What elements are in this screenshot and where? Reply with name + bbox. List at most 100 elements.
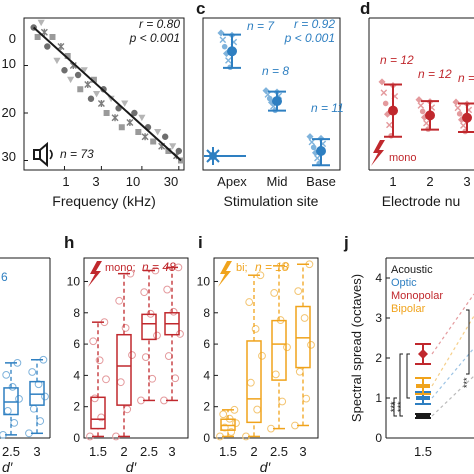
panel-b-point — [150, 138, 157, 145]
panel-h-letter: h — [64, 233, 74, 252]
panel-j-xtick-1-5: 1.5 — [414, 444, 432, 459]
panel-i-box — [246, 340, 262, 424]
panel-j-ytick-label: 0 — [375, 431, 382, 445]
panel-g-xtick-3: 3 — [33, 444, 40, 459]
panel-g-xtick-2-5: 2.5 — [2, 444, 20, 459]
panel-h-point — [148, 374, 157, 383]
panel-c-xtick-base: Base — [306, 174, 336, 189]
panel-c-marker — [310, 144, 317, 151]
panel-h-ytick-label: 8 — [73, 306, 80, 320]
panel-j-ylabel: Spectral spread (octaves) — [349, 274, 364, 422]
panel-c-n-mid: n = 8 — [262, 64, 289, 78]
panel-i-xtick-3: 3 — [299, 444, 306, 459]
panel-d-xtick-2: 2 — [426, 174, 433, 189]
panel-h-mono-label: mono; — [105, 262, 136, 274]
panel-h-point — [176, 330, 184, 338]
panel-i-point — [294, 287, 303, 296]
panel-h-point — [128, 351, 136, 359]
panel-h-point — [90, 394, 99, 403]
panel-i-point — [258, 351, 266, 360]
panel-c-marker — [217, 29, 225, 37]
panel-i-ytick-label: 10 — [197, 274, 211, 288]
panel-c-xlabel: Stimulation site — [224, 193, 319, 209]
panel-i-point — [251, 325, 260, 333]
panel-b-point — [57, 43, 65, 50]
panel-b-point — [121, 100, 129, 107]
panel-j-legend-bipolar: Bipolar — [391, 303, 426, 315]
panel-b-point — [67, 76, 75, 84]
panel-g-point — [36, 417, 45, 425]
panel-b-point — [90, 76, 97, 83]
panel-i-point — [270, 289, 279, 297]
panel-i-box — [220, 418, 236, 431]
panel-b-point — [161, 133, 169, 140]
panel-g: 6 2.5 3 d′ — [0, 257, 51, 474]
panel-g-partial-label: 6 — [1, 270, 8, 284]
panel-b-point — [175, 147, 183, 155]
panel-h-ytick-label: 10 — [67, 274, 81, 288]
panel-d-marker — [452, 98, 460, 106]
panel-d-n-1: n = 12 — [380, 53, 414, 67]
panel-h-point — [171, 374, 180, 383]
panel-g-box — [29, 380, 45, 406]
panel-j-sig-bracket — [399, 353, 403, 417]
panel-h-yticks: 0 2 4 6 8 10 — [67, 274, 88, 445]
panel-b-point — [49, 34, 56, 40]
panel-b-point — [37, 19, 45, 27]
panel-h-point — [163, 285, 172, 294]
panel-b: 0 10 20 30 r = 0.80 p < 0.001 n = 73 1 3… — [2, 17, 185, 209]
panel-j-mean — [416, 414, 430, 418]
panel-b-ytick-0: 0 — [9, 31, 16, 46]
panel-h-xtick-2-5: 2.5 — [140, 444, 158, 459]
panel-i-ytick-label: 0 — [203, 431, 210, 445]
panel-j-marks — [386, 277, 474, 439]
panel-h-point — [121, 324, 130, 332]
panel-h-axes-frame — [83, 257, 189, 439]
panel-g-point — [8, 382, 17, 391]
panel-d-marks — [378, 78, 474, 139]
lightning-icon — [88, 261, 102, 287]
panel-b-point — [44, 43, 51, 50]
panel-b-fit-line — [33, 26, 182, 162]
panel-b-xtick-3: 3 — [92, 174, 99, 189]
panel-i-axes-frame — [213, 257, 319, 439]
panel-c: c r = 0.92 p < 0.001 n = 7 n = 8 n = 11 … — [196, 0, 344, 209]
panel-g-xlabel: d′ — [2, 459, 14, 474]
panel-h-point — [164, 352, 173, 360]
panel-h-xtick-1-5: 1.5 — [89, 444, 107, 459]
panel-g-point — [10, 418, 19, 427]
panel-d-marker — [419, 108, 426, 115]
panel-d-marker — [417, 102, 425, 109]
panel-i-bi-label: bi; — [236, 262, 248, 274]
panel-h-point — [141, 353, 150, 362]
panel-b-xlabel: Frequency (kHz) — [52, 193, 155, 209]
panel-h-box — [141, 313, 157, 341]
panel-i-point — [300, 314, 309, 322]
panel-c-marker — [221, 43, 228, 50]
panel-i: i 0 2 4 6 8 10 bi; n = 18 1.5 2 2.5 3 d′ — [197, 233, 319, 474]
panel-i-box — [295, 305, 311, 369]
panel-c-marker — [306, 133, 314, 141]
panel-j-trend-line — [431, 347, 474, 399]
panel-b-axes-frame — [23, 17, 185, 171]
panel-d-marker — [378, 78, 386, 86]
panel-h-xtick-3: 3 — [168, 444, 175, 459]
panel-c-marker — [225, 57, 232, 64]
panel-g-point — [2, 370, 11, 379]
panel-b-n-label: n = 73 — [60, 147, 94, 161]
light-burst-icon — [204, 147, 222, 165]
panel-j-mean — [418, 349, 428, 359]
panel-i-n-label: n = 18 — [255, 260, 289, 274]
panel-i-point — [245, 298, 254, 306]
panel-i-point — [295, 367, 304, 376]
panel-i-point — [227, 428, 236, 436]
panel-i-xtick-1-5: 1.5 — [219, 444, 237, 459]
panel-j: j Spectral spread (octaves) 0 1 2 3 4 Acoust… — [343, 233, 474, 459]
panel-b-point — [103, 110, 110, 116]
panel-b-point — [138, 114, 146, 122]
panel-i-point — [307, 340, 315, 349]
panel-i-yticks: 0 2 4 6 8 10 — [197, 274, 218, 445]
panel-b-point — [118, 124, 125, 131]
panel-c-stats-r: r = 0.92 — [294, 17, 335, 31]
